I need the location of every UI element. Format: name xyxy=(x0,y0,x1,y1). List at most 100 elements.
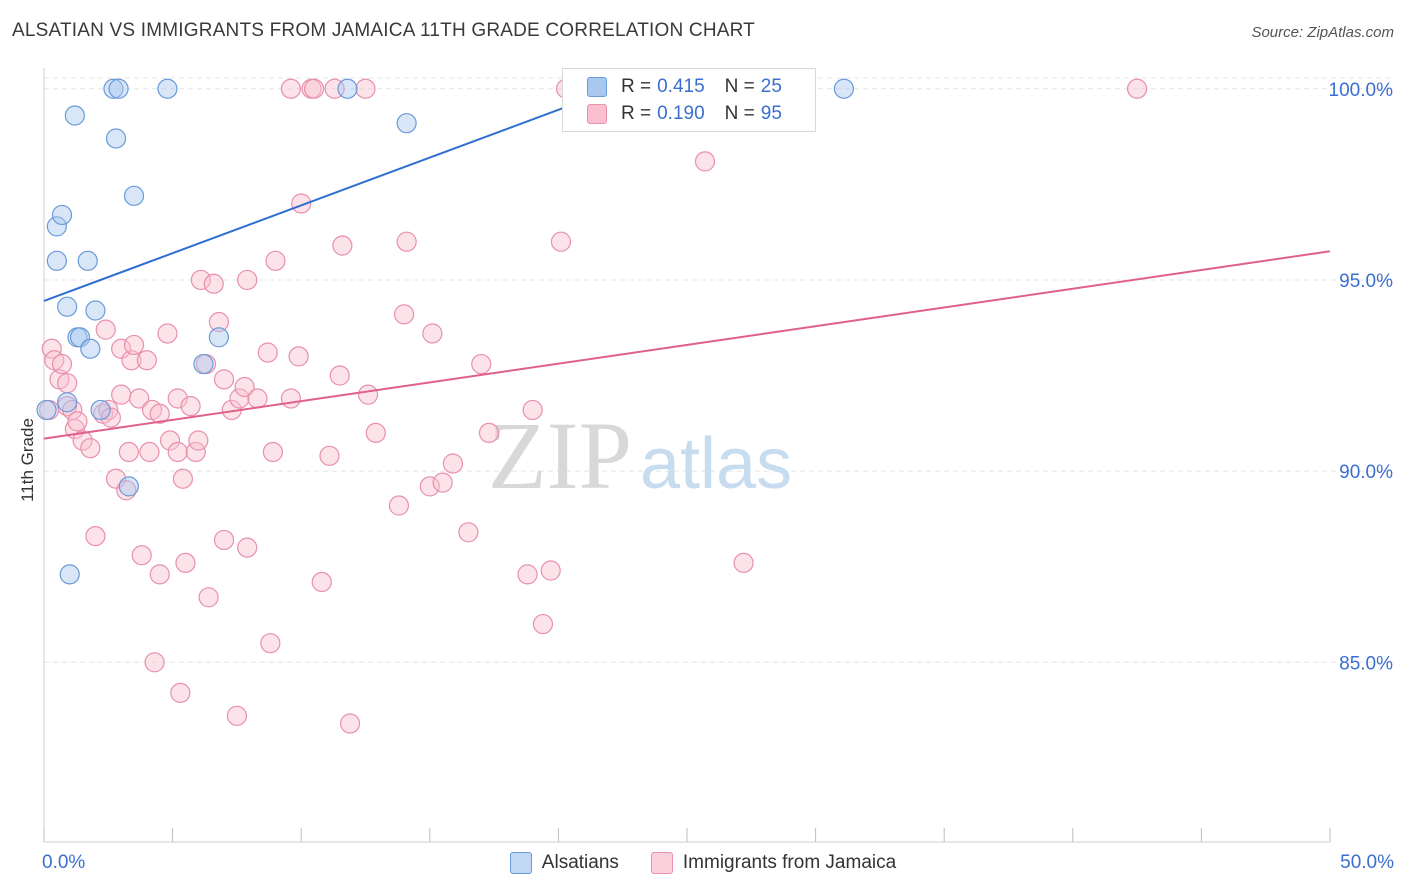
jamaica-point xyxy=(167,388,188,409)
r-value: 0.190 xyxy=(657,103,705,124)
alsatian-point xyxy=(103,78,124,99)
jamaica-point xyxy=(80,438,101,459)
alsatian-point xyxy=(77,250,98,271)
stats-row-alsatians: R = 0.415 N = 25 xyxy=(587,74,782,100)
jamaica-point xyxy=(85,526,106,547)
chart-title: ALSATIAN VS IMMIGRANTS FROM JAMAICA 11TH… xyxy=(12,20,755,41)
alsatian-point xyxy=(85,300,106,321)
jamaica-point xyxy=(72,430,93,451)
jamaica-point xyxy=(517,564,538,585)
jamaica-point xyxy=(393,304,415,325)
legend-item-alsatians[interactable]: Alsatians xyxy=(509,852,619,874)
jamaica-point xyxy=(478,422,500,443)
jamaica-point xyxy=(213,529,235,551)
y-tick-label: 90.0% xyxy=(1339,462,1393,483)
trend-lines xyxy=(43,72,1331,440)
r-label: R = xyxy=(621,76,652,97)
jamaica-point xyxy=(170,682,191,703)
y-tick-label: 100.0% xyxy=(1329,80,1394,101)
jamaica-point xyxy=(159,430,181,451)
jamaica-point xyxy=(167,441,188,463)
jamaica-point xyxy=(532,613,554,635)
jamaica-point xyxy=(129,388,150,409)
y-tick-label: 85.0% xyxy=(1339,653,1393,674)
jamaica-point xyxy=(116,480,137,501)
jamaica-point xyxy=(329,365,350,386)
jamaica-point xyxy=(149,564,170,585)
y-tick-label: 95.0% xyxy=(1339,271,1393,292)
watermark-zip: ZIP xyxy=(488,402,632,509)
n-value: 95 xyxy=(760,103,782,124)
jamaica-point xyxy=(733,552,754,573)
jamaica-point xyxy=(234,376,255,398)
alsatian-point xyxy=(80,338,101,359)
jamaica-point xyxy=(111,338,132,359)
y-tick-labels: 85.0% 90.0% 95.0% 100.0% xyxy=(1329,80,1394,675)
alsatian-point xyxy=(36,399,57,421)
jamaica-point xyxy=(95,319,116,340)
n-label: N = xyxy=(724,76,755,97)
alsatian-point xyxy=(59,564,80,585)
jamaica-point xyxy=(157,323,178,344)
jamaica-point xyxy=(280,78,302,99)
watermark: ZIP atlas xyxy=(488,402,792,509)
n-value: 25 xyxy=(760,76,782,97)
source-label: Source: ZipAtlas.com xyxy=(1251,24,1394,41)
jamaica-point xyxy=(540,560,561,581)
alsatian-point xyxy=(157,78,178,99)
jamaica-point xyxy=(260,633,281,654)
jamaica-swatch xyxy=(587,104,607,124)
jamaica-point xyxy=(288,346,309,367)
alsatians-swatch xyxy=(587,77,607,97)
alsatian-point xyxy=(833,78,854,99)
jamaica-point xyxy=(237,269,258,291)
alsatian-point xyxy=(105,128,127,149)
jamaica-point xyxy=(280,388,302,409)
grid-lines xyxy=(44,77,1390,663)
jamaica-point xyxy=(149,403,170,424)
alsatian-point xyxy=(46,216,67,237)
jamaica-point xyxy=(98,399,119,421)
jamaica-point xyxy=(188,430,209,451)
jamaica-point xyxy=(1126,78,1148,99)
jamaica-point xyxy=(136,350,157,371)
alsatian-point xyxy=(337,78,358,99)
jamaica-legend-swatch xyxy=(650,852,673,874)
jamaica-point xyxy=(471,353,492,375)
jamaica-point xyxy=(396,231,417,252)
alsatian-point xyxy=(64,105,85,126)
jamaica-point xyxy=(105,468,127,489)
jamaica-point xyxy=(198,587,219,608)
jamaica-point xyxy=(190,269,211,291)
jamaica-point xyxy=(100,407,121,428)
jamaica-point xyxy=(262,441,284,463)
jamaica-point xyxy=(118,441,139,463)
jamaica-point xyxy=(57,373,78,394)
jamaica-point xyxy=(422,323,443,344)
alsatian-point xyxy=(90,399,111,421)
jamaica-point xyxy=(237,537,258,558)
stats-row-jamaica: R = 0.190 N = 95 xyxy=(587,101,782,127)
jamaica-point xyxy=(694,151,716,172)
n-label: N = xyxy=(724,103,755,124)
jamaica-point xyxy=(131,545,152,566)
jamaica-point xyxy=(388,495,410,516)
x-tick-max: 50.0% xyxy=(1340,852,1394,873)
jamaica-point xyxy=(332,235,353,256)
alsatian-point xyxy=(208,327,229,348)
jamaica-point xyxy=(319,445,340,466)
axes xyxy=(43,68,1331,843)
alsatian-point xyxy=(51,204,73,226)
watermark-atlas: atlas xyxy=(640,424,792,504)
jamaica-point xyxy=(303,78,325,99)
legend-label: Immigrants from Jamaica xyxy=(682,852,897,873)
alsatians-legend-swatch xyxy=(509,852,532,874)
alsatian-point xyxy=(396,113,417,134)
jamaica-point xyxy=(144,652,165,673)
jamaica-point xyxy=(172,468,193,489)
jamaica-trend-line xyxy=(43,250,1331,440)
alsatian-point xyxy=(46,250,67,271)
jamaica-point xyxy=(419,476,440,497)
legend-item-jamaica[interactable]: Immigrants from Jamaica xyxy=(650,852,897,874)
